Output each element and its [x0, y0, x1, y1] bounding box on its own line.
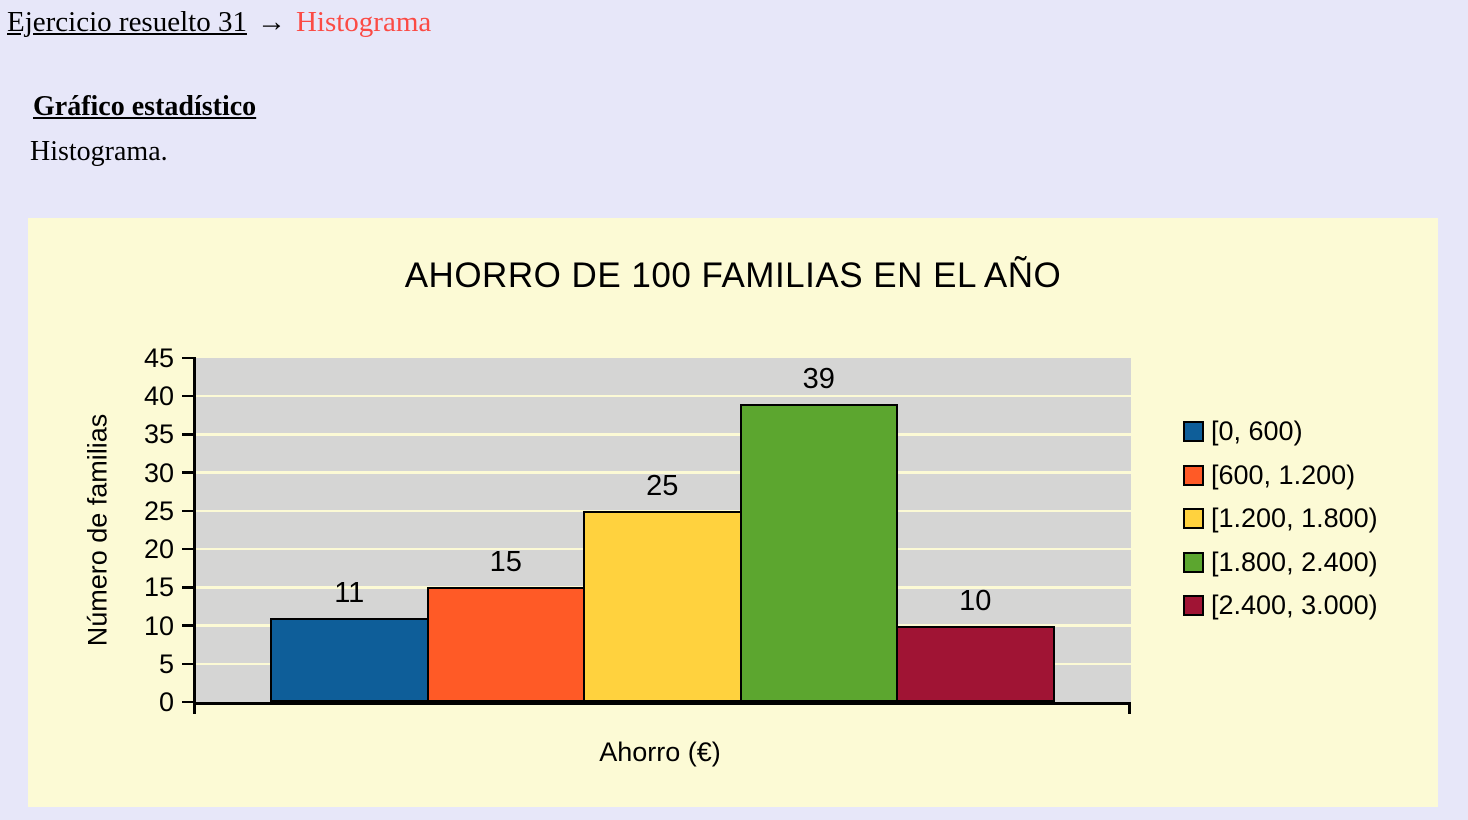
grid-line: [196, 433, 1131, 436]
legend-color-swatch: [1183, 421, 1204, 442]
x-axis-title: Ahorro (€): [599, 737, 721, 767]
bar-value-label: 10: [959, 584, 992, 617]
y-tick-label: 20: [143, 534, 174, 565]
y-axis-tick: [182, 586, 196, 589]
histogram-bar: [739, 403, 898, 702]
histogram-bar: [426, 587, 585, 702]
bar-value-label: 39: [802, 362, 835, 395]
y-tick-label: 0: [158, 687, 174, 717]
y-tick-label: 15: [143, 572, 174, 603]
legend-label: [0, 600): [1211, 416, 1303, 446]
y-axis-tick: [182, 471, 196, 474]
legend-label: [1.200, 1.800): [1211, 503, 1378, 533]
y-tick-label: 10: [143, 610, 174, 641]
y-tick-label: 25: [143, 495, 174, 526]
y-axis-tick: [182, 394, 196, 398]
histogram-bar: [583, 510, 742, 702]
legend-color-swatch: [1183, 508, 1204, 529]
section-body: Histograma.: [30, 136, 168, 167]
y-tick-label: 5: [158, 648, 174, 679]
legend-item: [2.400, 3.000): [1183, 592, 1378, 619]
legend-color-swatch: [1183, 551, 1204, 573]
y-axis-tick: [182, 624, 196, 627]
legend-item: [1.200, 1.800): [1183, 505, 1378, 532]
exercise-header: Ejercicio resuelto 31 → Histograma: [7, 6, 431, 39]
chart-panel: AHORRO DE 100 FAMILIAS EN EL AÑO Número …: [28, 218, 1438, 807]
legend-item: [600, 1.200): [1183, 459, 1356, 490]
section-heading: Gráfico estadístico: [33, 91, 257, 122]
legend-label: [1.800, 2.400): [1211, 546, 1378, 577]
histogram-bar: [896, 625, 1055, 702]
legend-color-swatch: [1183, 464, 1204, 486]
legend-item: [0, 600): [1183, 418, 1303, 445]
exercise-title: Ejercicio resuelto 31: [7, 6, 247, 38]
y-tick-label: 45: [143, 343, 174, 373]
y-axis-tick: [182, 662, 196, 666]
y-axis-tick: [182, 356, 196, 360]
grid-line: [196, 471, 1131, 474]
axis-end-tick: [193, 702, 196, 714]
chart-title: AHORRO DE 100 FAMILIAS EN EL AÑO: [404, 256, 1062, 295]
legend-label: [2.400, 3.000): [1211, 590, 1378, 620]
y-axis-tick: [182, 547, 196, 551]
y-tick-label: 30: [143, 457, 174, 488]
exercise-topic: Histograma: [295, 6, 432, 38]
y-tick-label: 35: [143, 419, 174, 450]
bar-value-label: 25: [646, 469, 679, 502]
y-tick-label: 40: [143, 381, 174, 412]
y-axis-tick: [182, 433, 196, 436]
legend-item: [1.800, 2.400): [1183, 546, 1378, 577]
plot-area: 11 15 25 39 10 0 5 10 15 20 25 30 35 40 45: [144, 344, 1131, 716]
y-axis-tick: [182, 509, 196, 513]
legend-label: [600, 1.200): [1211, 459, 1356, 490]
axis-end-tick: [1128, 702, 1131, 714]
bar-value-label: 11: [334, 576, 365, 609]
histogram-bar: [270, 617, 429, 702]
bar-value-label: 15: [489, 546, 522, 579]
legend-color-swatch: [1183, 595, 1204, 616]
arrow-separator: →: [256, 6, 286, 38]
y-axis-tick: [182, 700, 196, 704]
grid-line: [196, 394, 1131, 398]
